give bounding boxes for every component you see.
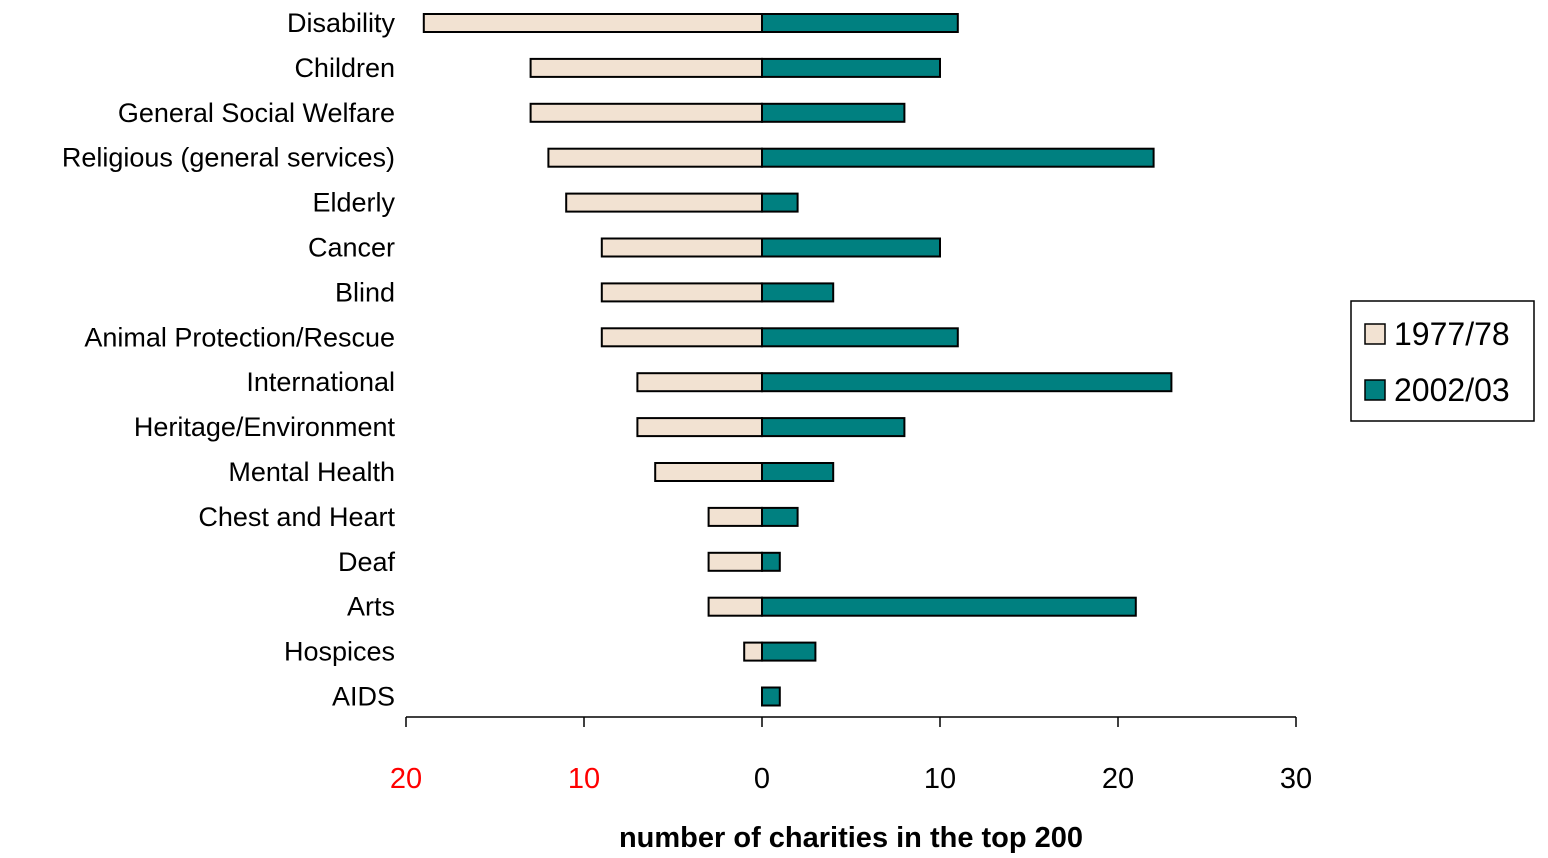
bar-1977-78-general-social-welfare <box>529 102 763 123</box>
bar-1977-78-international <box>636 372 764 393</box>
category-label-children: Children <box>294 53 395 83</box>
bar-2002-03-mental-health <box>761 462 835 482</box>
category-label-arts: Arts <box>347 592 395 622</box>
bar-1977-78-elderly <box>565 192 764 213</box>
bar-2002-03-disability <box>761 13 959 33</box>
category-label-aids: AIDS <box>332 682 395 712</box>
legend-swatch-1977-78 <box>1364 323 1386 345</box>
category-label-chest-and-heart: Chest and Heart <box>198 502 395 532</box>
bar-2002-03-general-social-welfare <box>761 102 906 123</box>
x-tick-label: 0 <box>754 763 770 795</box>
category-label-animal-protection-rescue: Animal Protection/Rescue <box>84 322 395 352</box>
category-label-mental-health: Mental Health <box>228 457 395 487</box>
legend: 1977/78 2002/03 <box>1350 300 1535 422</box>
bar-2002-03-animal-protection-rescue <box>761 327 959 348</box>
category-label-disability: Disability <box>287 8 396 38</box>
x-tick-label: 20 <box>390 763 422 795</box>
bar-1977-78-chest-and-heart <box>707 506 763 527</box>
x-tick-label: 10 <box>924 763 956 795</box>
bar-2002-03-arts <box>761 596 1137 617</box>
bar-1977-78-deaf <box>707 551 763 572</box>
bar-1977-78-disability <box>422 13 763 33</box>
bar-1977-78-blind <box>600 282 763 303</box>
bar-2002-03-blind <box>761 282 835 303</box>
bar-1977-78-arts <box>707 596 763 617</box>
bar-2002-03-elderly <box>761 192 799 213</box>
x-tick-label: 20 <box>1102 763 1134 795</box>
category-label-elderly: Elderly <box>312 188 395 218</box>
bar-2002-03-deaf <box>761 551 781 572</box>
legend-label-1977-78: 1977/78 <box>1394 316 1510 352</box>
bar-2002-03-international <box>761 372 1173 393</box>
bars-group <box>422 13 1173 707</box>
bar-1977-78-cancer <box>600 237 763 258</box>
bar-1977-78-children <box>529 57 763 78</box>
bar-2002-03-children <box>761 57 941 78</box>
x-tick-label: 10 <box>568 763 600 795</box>
category-label-blind: Blind <box>335 277 395 307</box>
category-label-international: International <box>246 367 395 397</box>
bar-2002-03-hospices <box>761 641 817 662</box>
bar-1977-78-heritage-environment <box>636 417 764 438</box>
category-label-cancer: Cancer <box>308 233 395 263</box>
legend-box <box>1350 300 1535 422</box>
bar-2002-03-chest-and-heart <box>761 506 799 527</box>
bar-2002-03-religious-general-services <box>761 147 1155 168</box>
bar-2002-03-heritage-environment <box>761 417 906 438</box>
legend-swatch-2002-03 <box>1364 379 1386 401</box>
bar-1977-78-mental-health <box>654 462 764 482</box>
category-labels: Disability Children General Social Welfare… <box>62 8 396 712</box>
x-axis-title: number of charities in the top 200 <box>619 822 1083 854</box>
bar-2002-03-aids <box>761 686 781 707</box>
category-label-religious-general-services: Religious (general services) <box>62 143 395 173</box>
category-label-hospices: Hospices <box>284 637 395 667</box>
bar-1977-78-religious-general-services <box>547 147 764 168</box>
bar-2002-03-cancer <box>761 237 941 258</box>
x-axis: 20 10 0 10 20 30 <box>390 716 1312 795</box>
legend-label-2002-03: 2002/03 <box>1394 372 1510 408</box>
bar-1977-78-hospices <box>743 641 764 662</box>
category-label-general-social-welfare: General Social Welfare <box>118 98 395 128</box>
category-label-deaf: Deaf <box>338 547 396 577</box>
bar-1977-78-animal-protection-rescue <box>600 327 763 348</box>
x-tick-label: 30 <box>1280 763 1312 795</box>
category-label-heritage-environment: Heritage/Environment <box>134 412 396 442</box>
